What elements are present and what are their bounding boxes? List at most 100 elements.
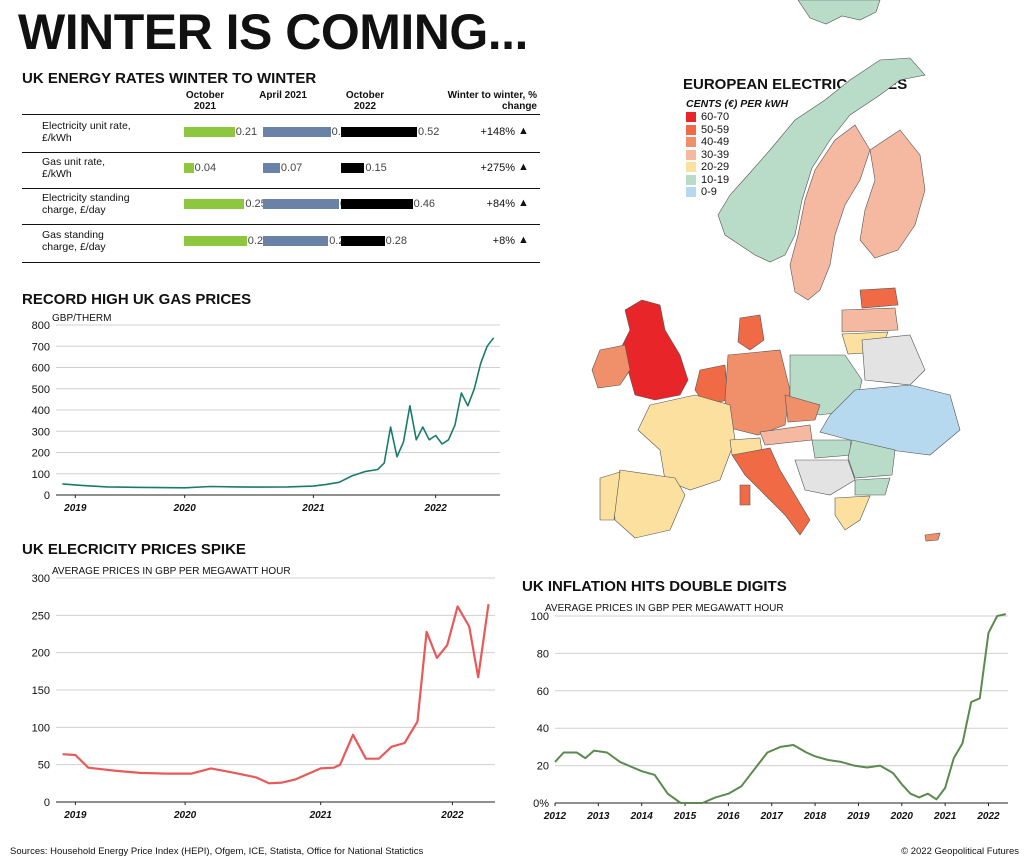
series-line [554,613,1007,804]
europe-map [591,0,961,542]
bar-october-2021 [184,127,235,137]
y-tick-label: 300 [32,573,50,585]
legend-swatch [686,137,696,147]
main-title: WINTER IS COMING... [18,4,528,60]
y-tick-label: 200 [32,648,50,660]
table-top-rule [22,114,540,115]
bar-value: 0.52 [418,126,440,138]
legend-label: 50-59 [701,123,730,136]
y-tick-label: 20 [537,761,549,773]
percent-change: +148% [480,126,515,138]
map-region-portugal [599,471,621,521]
legend-swatch [686,162,696,172]
header-october-2022: October 2022 [345,90,385,112]
map-region-romania [847,439,896,479]
legend-label: 60-70 [701,111,730,123]
map-region-ukraine [819,384,961,456]
bar-october-2021 [184,163,194,173]
bar-april-2021 [263,199,339,209]
x-tick-label: 2013 [586,811,610,820]
y-tick-label: 250 [32,610,50,622]
bar-value: 0.25 [245,198,267,210]
x-tick-label: 2019 [63,810,87,820]
map-region-estonia [859,287,899,309]
bar-value: 0.28 [385,235,408,247]
y-tick-label: 600 [32,363,50,375]
y-tick-label: 40 [537,723,549,735]
up-arrow-icon: ▲ [518,197,529,209]
row-label-unit: £/kWh [42,132,72,144]
y-tick-label: 0 [44,490,50,502]
x-tick-label: 2020 [173,503,197,514]
series-line [62,603,490,785]
legend-label: 0-9 [701,186,717,198]
inflation-chart-title: UK INFLATION HITS DOUBLE DIGITS [522,578,787,595]
header-october-2021: October 2021 [185,90,225,112]
header-april-2021: April 2021 [259,90,307,101]
legend-label: 10-19 [701,173,730,186]
up-arrow-icon: ▲ [518,161,529,173]
map-subtitle: CENTS (€) PER kWH [686,98,789,110]
legend-swatch [686,124,696,135]
map-region-germany [724,349,791,436]
y-tick-label: 400 [32,405,50,417]
inflation-chart-ylabel: AVERAGE PRICES IN GBP PER MEGAWATT HOUR [545,603,784,614]
bar-value: 0.07 [280,162,303,174]
row-divider [22,188,540,189]
y-tick-label: 100 [32,722,50,734]
bar-value: 0.46 [413,198,436,210]
map-region-cyprus [924,532,941,542]
map-region-norway [717,57,926,263]
y-tick-label: 500 [32,384,50,396]
y-tick-label: 80 [537,648,549,660]
map-region-denmark [737,314,765,351]
map-region-italy [731,447,811,536]
bar-october-2021 [184,199,245,209]
percent-change: +8% [492,235,515,247]
electricity-chart-ylabel: AVERAGE PRICES IN GBP PER MEGAWATT HOUR [52,566,291,577]
row-label: Gas standing [42,229,104,241]
legend-swatch [686,112,696,122]
bar-value: 0.04 [194,162,217,174]
x-tick-label: 2015 [673,811,697,820]
row-label-unit: charge, £/day [42,241,106,253]
map-region-bulgaria [854,477,891,496]
bar-october-2021 [184,236,247,246]
energy-table-title: UK ENERGY RATES WINTER TO WINTER [22,70,317,87]
series-line [62,337,495,489]
y-tick-label: 60 [537,686,549,698]
y-tick-label: 700 [32,341,50,353]
legend-label: 20-29 [701,161,730,173]
row-divider [22,224,540,225]
sources-footer: Sources: Household Energy Price Index (H… [10,846,424,857]
x-tick-label: 2016 [716,811,740,820]
x-tick-label: 2020 [173,810,197,820]
gas-chart-title: RECORD HIGH UK GAS PRICES [22,291,252,308]
bar-april-2021 [263,127,331,137]
bar-october-2022 [341,163,365,173]
map-region-ireland [591,344,631,389]
bar-october-2022 [341,199,413,209]
inflation-chart: 0% 20 40 60 80 100 2012 2013 2014 2015 2016 2017 201… [531,611,1008,820]
x-tick-label: 2022 [424,503,448,514]
x-tick-label: 2019 [846,811,870,820]
row-divider [22,152,540,153]
copyright-footer: © 2022 Geopolitical Futures [901,846,1019,857]
electricity-chart-title: UK ELECRICITY PRICES SPIKE [22,541,246,558]
bar-april-2021 [263,163,280,173]
x-tick-label: 2012 [543,811,567,820]
legend-swatch [686,149,696,160]
electricity-price-chart: 0 50 100 150 200 250 300 2019 2020 2021 2022 [32,573,495,820]
map-region-france [637,394,736,491]
bar-april-2021 [263,236,329,246]
x-tick-label: 2018 [803,811,827,820]
x-tick-label: 2022 [976,811,1000,820]
percent-change: +84% [486,198,515,210]
map-region-czechia [784,394,821,423]
map-region-belarus [861,334,926,386]
map-region-spain [611,469,686,539]
y-tick-label: 100 [32,469,50,481]
bar-value: 0.21 [235,126,258,138]
up-arrow-icon: ▲ [518,234,529,246]
header-change: Winter to winter, % change [447,90,537,112]
